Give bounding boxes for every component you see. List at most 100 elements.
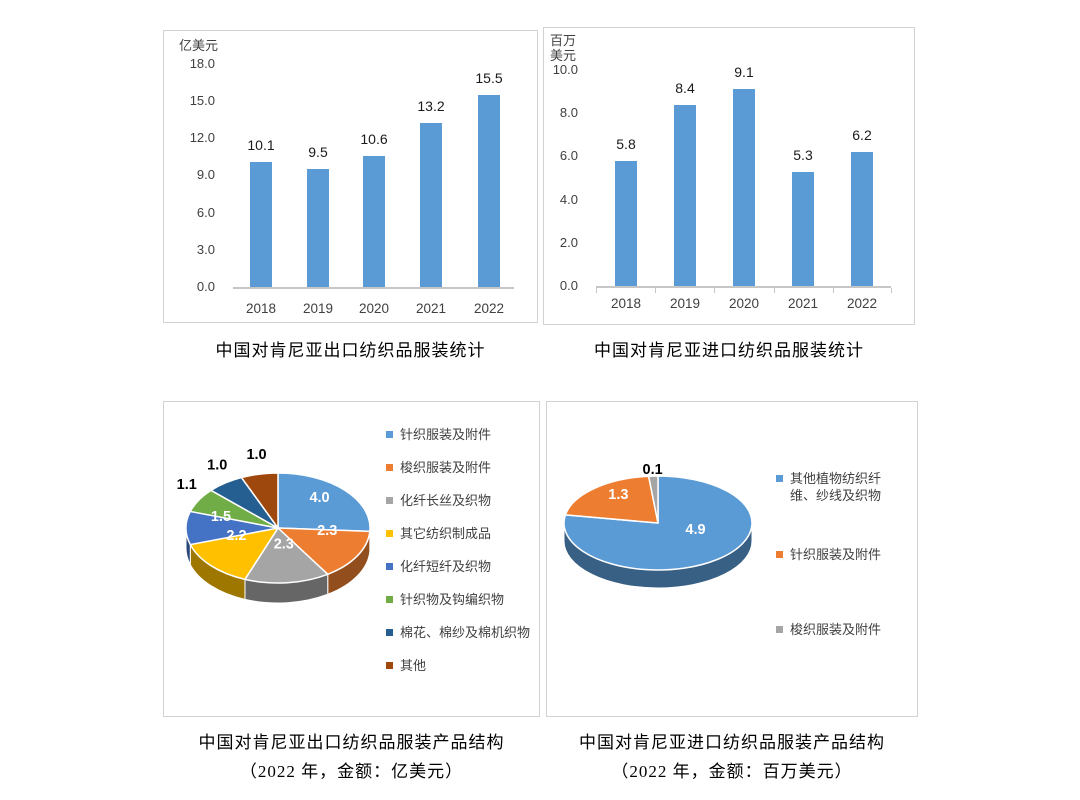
- x-axis-line: [596, 286, 891, 288]
- legend-item: 其他: [386, 657, 426, 674]
- bar-value-label: 9.5: [308, 144, 328, 161]
- x-axis-category-label: 2018: [610, 296, 642, 311]
- legend-label: 针织服装及附件: [400, 427, 492, 442]
- import-pie-pie-graphic: 4.9 1.3 0.1: [563, 462, 753, 589]
- export-pie-title-line1: 中国对肯尼亚出口纺织品服装产品结构: [198, 733, 505, 752]
- y-axis-tick-label: 6.0: [559, 148, 578, 164]
- pie-value-label: 2.3: [317, 523, 337, 539]
- bar-value-label: 9.1: [734, 64, 754, 81]
- x-axis-category-label: 2021: [787, 296, 819, 311]
- legend-marker: [386, 431, 393, 438]
- y-axis-tick-label: 9.0: [196, 167, 215, 183]
- x-axis-category-label: 2019: [669, 296, 701, 311]
- bar-2018: [615, 160, 637, 286]
- legend-label: 其他植物纺织纤维、纱线及织物: [790, 471, 882, 503]
- pie-value-label: 1.0: [246, 447, 266, 463]
- bar-value-label: 6.2: [852, 127, 872, 144]
- pie-value-label: 0.1: [643, 462, 663, 478]
- bar-2021: [420, 123, 442, 287]
- y-axis-tick-label: 12.0: [189, 130, 215, 146]
- bar-value-label: 5.3: [793, 146, 813, 163]
- x-axis-line: [233, 287, 514, 289]
- export-pie-chart-panel: 4.0 2.3 2.3 2.2 1.5 1.1 1.0 1.0 针织服装及附件 梭织服装及附件 化纤…: [163, 401, 540, 717]
- bar-2020: [733, 89, 755, 286]
- y-axis-tick-label: 18.0: [189, 55, 215, 71]
- bar-value-label: 13.2: [417, 98, 445, 115]
- y-axis-tick-label: 6.0: [196, 204, 215, 220]
- legend-item: 化纤长丝及织物: [386, 492, 491, 509]
- export-pie-title-line2: （2022 年，金额：亿美元）: [239, 762, 464, 781]
- legend-label: 梭织服装及附件: [790, 622, 882, 637]
- import-pie-title-line2: （2022 年，金额：百万美元）: [611, 762, 853, 781]
- x-axis-category-label: 2022: [473, 301, 505, 316]
- bar-value-label: 15.5: [475, 69, 503, 86]
- bar-2018: [250, 161, 272, 287]
- bar-2020: [363, 155, 385, 287]
- bar-2022: [478, 94, 500, 287]
- x-axis-tick: [891, 288, 892, 293]
- legend-marker: [386, 497, 393, 504]
- bar-2021: [792, 171, 814, 286]
- x-axis-category-label: 2021: [415, 301, 447, 316]
- x-axis-category-label: 2020: [728, 296, 760, 311]
- import-pie-chart-panel: 4.9 1.3 0.1 其他植物纺织纤维、纱线及织物 针织服装及附件 梭织服装及附件: [546, 401, 918, 717]
- bar-2019: [674, 104, 696, 286]
- pie-value-label: 1.1: [177, 477, 197, 493]
- legend-marker: [386, 629, 393, 636]
- bar-value-label: 5.8: [616, 135, 636, 152]
- export-bar-chart-panel: 亿美元 0.0 3.0 6.0 9.0 12.0 15.0 18.0 10.1 2018 9.5 20…: [163, 30, 538, 323]
- legend-item: 其它纺织制成品: [386, 525, 491, 542]
- legend-item: 梭织服装及附件: [776, 621, 890, 638]
- pie-slice: [244, 527, 329, 584]
- y-axis-tick-label: 2.0: [559, 234, 578, 250]
- legend-marker: [386, 596, 393, 603]
- y-axis-tick-label: 8.0: [559, 105, 578, 121]
- legend-marker: [386, 662, 393, 669]
- pie-slice: [277, 527, 371, 576]
- legend-item: 梭织服装及附件: [386, 459, 491, 476]
- legend-label: 其它纺织制成品: [400, 526, 492, 541]
- legend-marker: [386, 464, 393, 471]
- pie-slice: [277, 472, 371, 533]
- legend-item: 化纤短纤及织物: [386, 558, 491, 575]
- axis-unit-label: 亿美元: [179, 38, 219, 53]
- x-axis-category-label: 2019: [302, 301, 334, 316]
- legend-marker: [386, 563, 393, 570]
- pie-value-label: 2.3: [274, 536, 294, 552]
- bar-value-label: 8.4: [675, 79, 695, 96]
- x-axis-category-label: 2022: [846, 296, 878, 311]
- legend-item: 其他植物纺织纤维、纱线及织物: [776, 470, 890, 504]
- import-pie-title-line1: 中国对肯尼亚进口纺织品服装产品结构: [579, 733, 885, 752]
- pie-value-label: 1.3: [608, 487, 628, 503]
- legend-label: 化纤短纤及织物: [400, 559, 492, 574]
- y-axis-tick-label: 4.0: [559, 191, 578, 207]
- legend-item: 针织物及钩编织物: [386, 591, 504, 608]
- legend-marker: [776, 475, 783, 482]
- x-axis-category-label: 2020: [358, 301, 390, 316]
- pie-slice: [563, 475, 753, 571]
- export-pie-pie-graphic: 4.0 2.3 2.3 2.2 1.5 1.1 1.0 1.0: [177, 447, 371, 604]
- legend-item: 棉花、棉纱及棉机织物: [386, 624, 530, 641]
- pie-slice: [564, 475, 659, 524]
- legend-label: 其他: [400, 658, 427, 673]
- legend-label: 针织物及钩编织物: [400, 592, 505, 607]
- import-bar-chart-panel: 百万 美元 0.0 2.0 4.0 6.0 8.0 10.0 5.8 2018 8.4 2019 9.1…: [543, 27, 915, 325]
- legend-marker: [776, 626, 783, 633]
- pie-value-label: 2.2: [226, 528, 246, 544]
- bar-value-label: 10.6: [360, 130, 388, 147]
- legend-marker: [386, 530, 393, 537]
- legend-label: 化纤长丝及织物: [400, 493, 492, 508]
- export-bar-title: 中国对肯尼亚出口纺织品服装统计: [215, 341, 486, 360]
- x-axis-tick: [832, 288, 834, 293]
- import-bar-title: 中国对肯尼亚进口纺织品服装统计: [594, 341, 864, 360]
- bar-value-label: 10.1: [247, 136, 275, 153]
- legend-label: 梭织服装及附件: [400, 460, 492, 475]
- bar-2019: [307, 169, 329, 287]
- axis-unit-label: 美元: [550, 48, 577, 63]
- legend-marker: [776, 551, 783, 558]
- y-axis-tick-label: 0.0: [196, 279, 215, 294]
- x-axis-tick: [655, 288, 656, 293]
- pie-value-label: 1.5: [211, 509, 231, 525]
- pie-value-label: 1.0: [207, 457, 227, 473]
